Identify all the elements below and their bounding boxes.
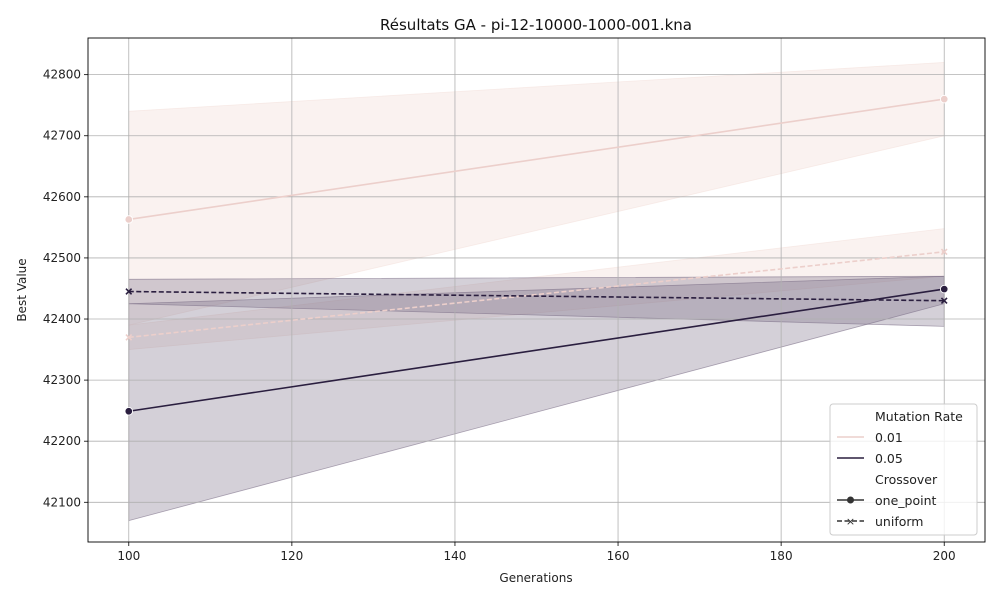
legend-marker-style-1: ×: [846, 515, 855, 528]
legend-style-title: Crossover: [875, 472, 938, 487]
y-tick-label: 42100: [43, 495, 81, 509]
data-point-0.01-one_point: [939, 94, 949, 104]
x-tick-label: 140: [444, 549, 467, 563]
x-tick-label: 180: [770, 549, 793, 563]
x-tick-label: 100: [117, 549, 140, 563]
x-tick-label: 200: [933, 549, 956, 563]
legend-marker-style-0: [847, 496, 854, 504]
legend-hue-1: 0.05: [875, 451, 903, 466]
data-point-0.01-uniform: [940, 248, 948, 256]
y-axis-ticks: 42100 42200 42300 42400 42500 42600 42700 42800: [43, 68, 88, 509]
legend-box: [829, 403, 978, 536]
legend: Mutation Rate 0.01 0.05 Crossover one_po…: [829, 403, 978, 536]
legend-hue-title: Mutation Rate: [875, 409, 963, 424]
series-markers: [124, 94, 949, 416]
x-axis-label: Generations: [499, 571, 572, 585]
data-point-0.05-uniform: [940, 297, 948, 305]
legend-style-1: uniform: [875, 514, 923, 529]
y-axis-label: Best Value: [15, 258, 29, 321]
y-tick-label: 42700: [43, 129, 81, 143]
y-tick-label: 42500: [43, 251, 81, 265]
legend-style-0: one_point: [875, 493, 936, 508]
legend-hue-0: 0.01: [875, 430, 903, 445]
plot-area-frame: [87, 37, 986, 543]
y-tick-label: 42400: [43, 312, 81, 326]
data-point-0.05-one_point: [939, 284, 949, 294]
series-lines: [128, 98, 945, 413]
confidence-bands: [128, 62, 945, 522]
y-tick-label: 42600: [43, 190, 81, 204]
data-point-0.01-one_point: [124, 215, 134, 224]
x-axis-ticks: 100 120 140 160 180 200: [117, 542, 956, 563]
series-line-0.05-one_point: [128, 288, 945, 413]
series-line-0.05-uniform: [128, 290, 945, 302]
x-tick-label: 160: [607, 549, 630, 563]
data-point-0.01-uniform: [125, 333, 133, 341]
y-tick-label: 42200: [43, 434, 81, 448]
data-point-0.05-one_point: [124, 407, 134, 416]
gridlines: [88, 38, 985, 542]
y-tick-label: 42800: [43, 68, 81, 82]
y-tick-label: 42300: [43, 373, 81, 387]
x-tick-label: 120: [280, 549, 303, 563]
chart-title: Résultats GA - pi-12-10000-1000-001.kna: [380, 16, 692, 34]
series-line-0.01-one_point: [128, 98, 945, 221]
data-point-0.05-uniform: [125, 288, 133, 295]
series-line-0.01-uniform: [128, 251, 945, 339]
